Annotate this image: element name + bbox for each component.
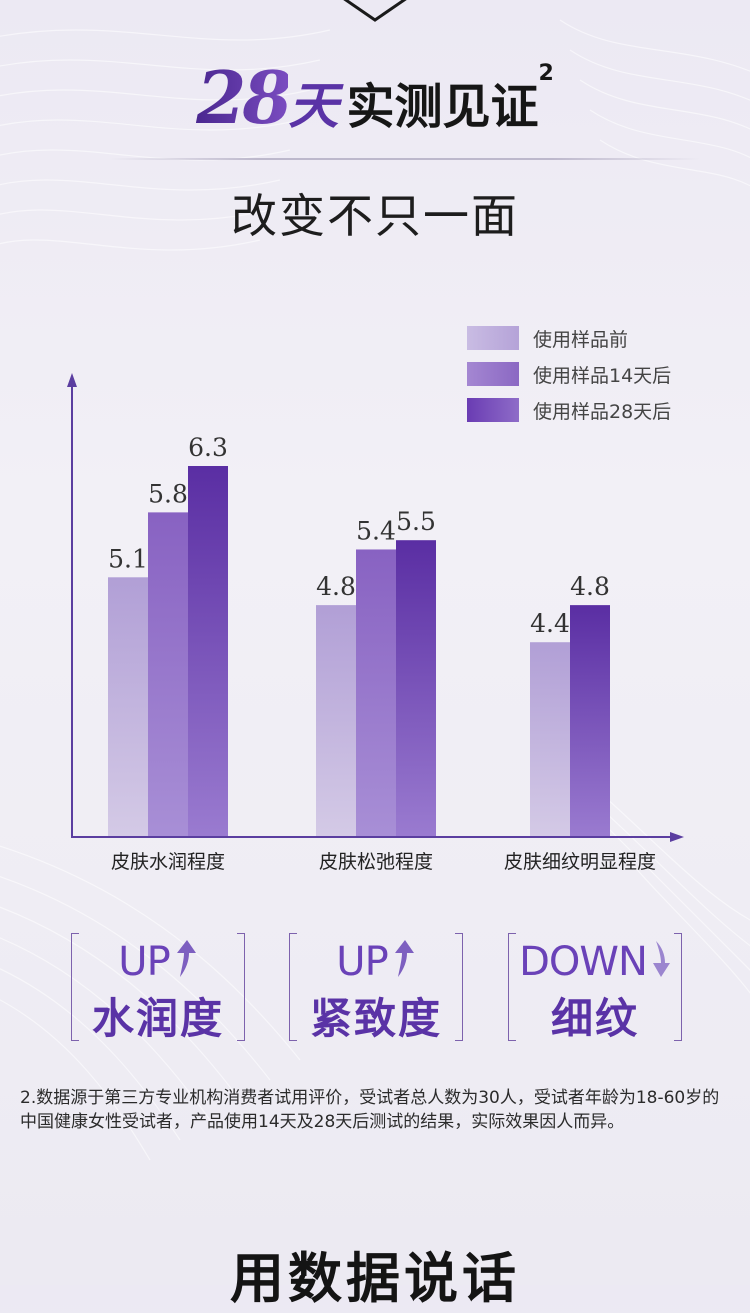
- data-label: 5.8: [148, 479, 188, 508]
- data-label: 5.1: [108, 544, 148, 573]
- legend-label-28days: 使用样品28天后: [533, 400, 672, 423]
- bracket-right: [237, 933, 245, 1041]
- card-direction: UP: [71, 939, 245, 985]
- card-name: 水润度: [91, 994, 224, 1043]
- bracket-left: [289, 933, 297, 1041]
- divider: [110, 158, 700, 160]
- bar-3-series-3: [570, 605, 610, 837]
- bar-3-series-1: [530, 642, 570, 837]
- chevron-down-icon: [343, 0, 407, 22]
- card-name: 细纹: [550, 994, 639, 1043]
- headline-number: 28: [196, 55, 292, 140]
- category-label: 皮肤细纹明显程度: [504, 851, 656, 873]
- background-decoration: [0, 0, 750, 1285]
- bar-1-series-1: [108, 577, 148, 837]
- legend-label-14days: 使用样品14天后: [533, 364, 672, 387]
- result-cards: UP 水润度 UP 紧致度 DOWN 细纹: [0, 933, 750, 1043]
- headline: 28天 实测见证2: [0, 55, 750, 140]
- chart-legend: 使用样品前 使用样品14天后 使用样品28天后: [467, 320, 671, 428]
- headline-unit: 天: [288, 77, 339, 135]
- card-name: 紧致度: [309, 994, 442, 1043]
- data-label: 5.5: [396, 507, 436, 536]
- card-direction-text: UP: [118, 939, 170, 985]
- legend-swatch-before: [467, 326, 519, 350]
- headline-text: 实测见证: [346, 79, 539, 135]
- data-label: 5.4: [356, 516, 396, 545]
- card-direction: UP: [289, 939, 463, 985]
- legend-swatch-14days: [467, 362, 519, 386]
- data-label: 4.4: [530, 609, 570, 638]
- up-arrow-icon: [176, 940, 196, 977]
- down-arrow-icon: [652, 941, 670, 977]
- bracket-right: [455, 933, 463, 1041]
- card-fine-lines: DOWN 细纹: [508, 933, 682, 1043]
- data-label: 6.3: [188, 433, 228, 462]
- bracket-left: [508, 933, 516, 1041]
- legend-item-before: 使用样品前: [467, 320, 671, 356]
- data-label: 4.8: [570, 572, 610, 601]
- legend-swatch-28days: [467, 398, 519, 422]
- card-moisture: UP 水润度: [71, 933, 245, 1043]
- bar-2-series-1: [316, 605, 356, 837]
- category-label: 皮肤水润程度: [111, 851, 225, 873]
- footnote-mark: 2: [538, 61, 554, 86]
- category-label: 皮肤松弛程度: [319, 851, 433, 873]
- y-axis-arrow: [67, 373, 77, 387]
- bar-1-series-2: [148, 512, 188, 837]
- up-arrow-icon: [394, 940, 414, 977]
- subtitle: 改变不只一面: [231, 189, 519, 243]
- card-direction-text: UP: [336, 939, 388, 985]
- bracket-right: [674, 933, 682, 1041]
- legend-label-before: 使用样品前: [533, 328, 629, 351]
- bar-2-series-2: [356, 549, 396, 837]
- bar-1-series-3: [188, 466, 228, 837]
- legend-item-28days: 使用样品28天后: [467, 392, 671, 428]
- card-direction-text: DOWN: [519, 939, 648, 985]
- footnote: 2.数据源于第三方专业机构消费者试用评价，受试者总人数为30人，受试者年龄为18…: [20, 1088, 720, 1132]
- data-label: 4.8: [316, 572, 356, 601]
- bracket-left: [71, 933, 79, 1041]
- x-axis-arrow: [670, 832, 684, 842]
- bar-2-series-3: [396, 540, 436, 837]
- legend-item-14days: 使用样品14天后: [467, 356, 671, 392]
- section-title: 用数据说话: [230, 1247, 520, 1310]
- card-direction: DOWN: [508, 939, 682, 985]
- card-firmness: UP 紧致度: [289, 933, 463, 1043]
